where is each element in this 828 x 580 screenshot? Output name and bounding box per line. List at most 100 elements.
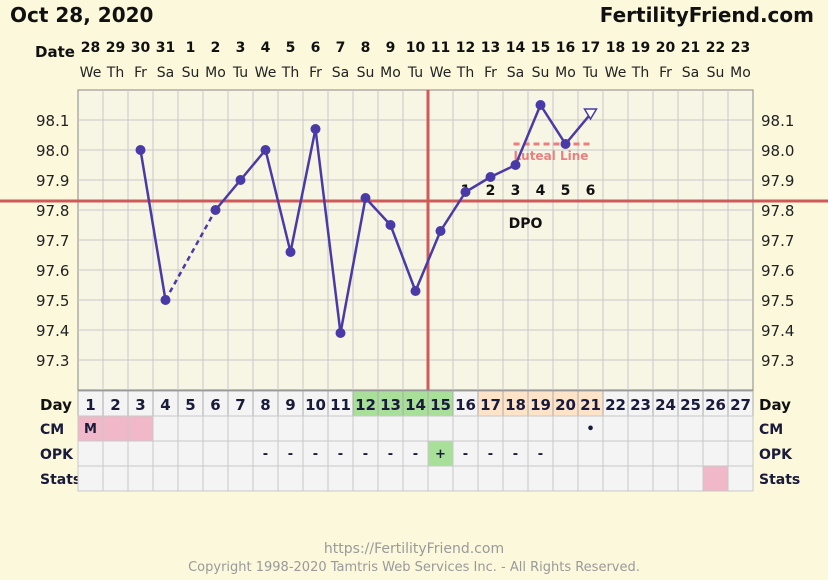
date-label: 28	[81, 40, 100, 56]
temp-point	[385, 220, 396, 230]
table-cell	[477, 440, 504, 467]
y-tick-label-right: 98.0	[761, 142, 794, 160]
day-row-label-right: Day	[759, 396, 791, 414]
weekday-label: Th	[631, 65, 649, 81]
day-number: 13	[380, 396, 401, 414]
table-cell	[652, 415, 679, 442]
table-cell	[152, 465, 179, 492]
day-number: 27	[730, 396, 751, 414]
table-cell	[227, 440, 254, 467]
table-cell-value: +	[435, 447, 446, 462]
weekday-label: Fr	[484, 65, 497, 81]
day-number: 7	[235, 396, 245, 414]
day-cell	[527, 390, 554, 417]
weekday-label: Mo	[555, 65, 576, 81]
weekday-label: We	[605, 65, 627, 81]
weekday-label: Sa	[332, 65, 349, 81]
table-cell	[252, 465, 279, 492]
date-label: 12	[456, 40, 475, 56]
date-label: 4	[261, 40, 271, 56]
table-cell	[452, 465, 479, 492]
table-cell	[577, 465, 604, 492]
y-tick-label-left: 97.7	[36, 232, 69, 250]
table-cell	[502, 465, 529, 492]
table-cell	[77, 415, 104, 442]
table-cell-value: -	[313, 447, 318, 462]
table-cell	[202, 465, 229, 492]
weekday-label: Th	[106, 65, 124, 81]
date-label: 2	[211, 40, 221, 56]
temp-segment	[139, 149, 167, 301]
table-cell	[627, 440, 654, 467]
table-cell	[652, 465, 679, 492]
dpo-number: 2	[486, 183, 496, 199]
footer-url[interactable]: https://FertilityFriend.com	[323, 541, 505, 557]
weekday-label: Mo	[205, 65, 226, 81]
weekday-label: Sa	[507, 65, 524, 81]
date-label: 19	[631, 40, 650, 56]
table-cell	[552, 440, 579, 467]
date-label: 16	[556, 40, 575, 56]
table-cell	[527, 465, 554, 492]
weekday-label: Th	[456, 65, 474, 81]
table-cell	[177, 440, 204, 467]
site-name[interactable]: FertilityFriend.com	[599, 3, 814, 27]
temp-point	[360, 193, 371, 203]
table-cell-value: -	[538, 447, 543, 462]
table-cell	[702, 415, 729, 442]
table-cell	[602, 465, 629, 492]
weekday-label: Mo	[730, 65, 751, 81]
weekday-label: Tu	[232, 65, 248, 81]
table-cell-value: -	[513, 447, 518, 462]
day-number: 1	[85, 396, 95, 414]
weekday-label: Su	[182, 65, 200, 81]
day-cell	[302, 390, 329, 417]
date-label: 3	[236, 40, 246, 56]
table-cell-value: -	[388, 447, 393, 462]
y-tick-label-left: 97.9	[36, 172, 69, 190]
temp-point	[210, 205, 221, 215]
temp-segment	[514, 104, 542, 166]
table-cell	[227, 465, 254, 492]
weekday-label: Fr	[659, 65, 672, 81]
day-number: 9	[285, 396, 295, 414]
weekday-label: Fr	[309, 65, 322, 81]
temp-segment	[439, 191, 467, 232]
temp-segment-dashed	[164, 209, 217, 301]
day-cell	[152, 390, 179, 417]
table-cell	[202, 440, 229, 467]
y-tick-label-right: 97.5	[761, 292, 794, 310]
date-label: 30	[131, 40, 151, 56]
temp-segment	[289, 128, 317, 253]
date-label: 7	[336, 40, 346, 56]
table-cell-value: -	[263, 447, 268, 462]
table-cell	[727, 465, 754, 492]
table-cell	[127, 415, 154, 442]
table-cell	[377, 440, 404, 467]
temp-segment	[264, 149, 292, 253]
table-cell	[202, 415, 229, 442]
date-label: 17	[581, 40, 600, 56]
date-label: 14	[506, 40, 526, 56]
table-cell	[477, 415, 504, 442]
table-cell	[327, 415, 354, 442]
temp-point	[560, 139, 571, 149]
day-number: 14	[405, 396, 426, 414]
table-cell	[302, 465, 329, 492]
y-tick-label-right: 97.8	[761, 202, 794, 220]
dpo-number: 4	[536, 183, 546, 199]
y-tick-label-right: 98.1	[761, 112, 794, 130]
temp-segment	[389, 224, 417, 292]
date-label: 15	[531, 40, 550, 56]
weekday-label: Su	[357, 65, 375, 81]
date-label: 8	[361, 40, 371, 56]
day-cell	[127, 390, 154, 417]
day-number: 10	[305, 396, 326, 414]
table-cell	[152, 440, 179, 467]
y-tick-label-right: 97.9	[761, 172, 794, 190]
weekday-label: Fr	[134, 65, 147, 81]
temp-point	[510, 160, 521, 170]
date-label: 18	[606, 40, 625, 56]
date-label: 5	[286, 40, 296, 56]
temp-point	[310, 124, 321, 134]
